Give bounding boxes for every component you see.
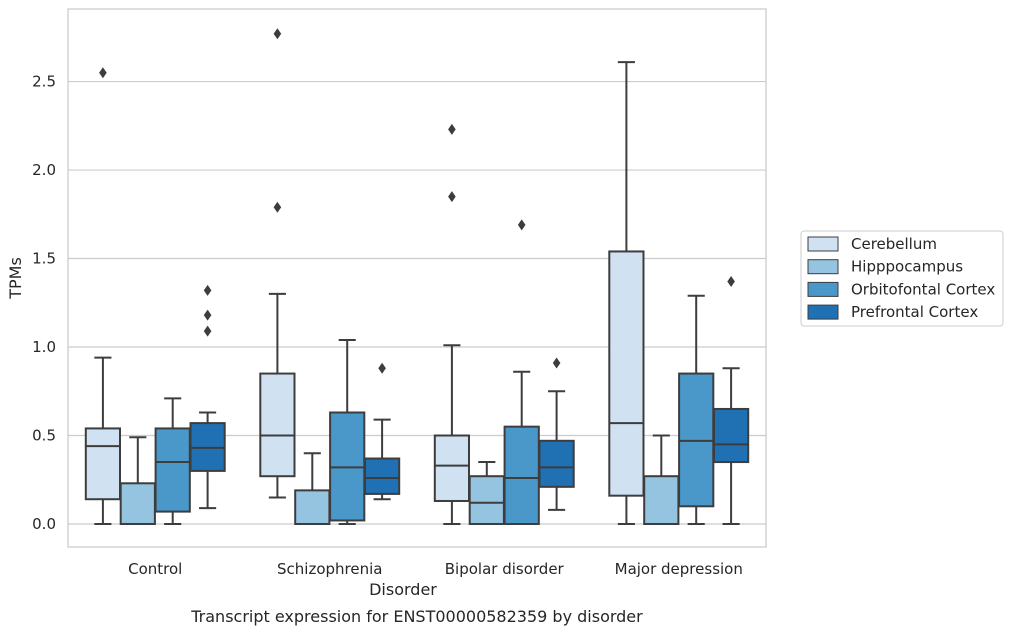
y-tick-label: 1.5 — [32, 250, 56, 268]
x-tick-label: Major depression — [615, 560, 743, 578]
x-tick-labels: Control Schizophrenia Bipolar disorder Majo… — [128, 560, 743, 578]
outlier-point — [203, 284, 212, 296]
box-prefrontal-cortex-major-depression — [712, 276, 750, 525]
box-hipppocampus-schizophrenia — [294, 452, 331, 525]
box-prefrontal-cortex-control — [189, 284, 226, 510]
box-hipppocampus-control — [119, 436, 156, 525]
iqr-box — [468, 475, 505, 525]
outlier-point — [273, 201, 282, 213]
outlier-point — [378, 362, 386, 374]
legend-swatch-cerebellum — [807, 236, 839, 252]
box-orbitofontal-cortex-bipolar-disorder — [503, 219, 540, 525]
outlier-point — [448, 191, 456, 203]
plot-area-frame — [67, 8, 767, 548]
legend: Cerebellum Hipppocampus Orbitofontal Corte… — [800, 230, 1004, 327]
iqr-box — [84, 427, 122, 501]
box-cerebellum-schizophrenia — [259, 28, 296, 499]
outlier-point — [448, 123, 456, 135]
outlier-point — [517, 219, 526, 231]
x-axis-title: Disorder — [369, 580, 437, 599]
box-cerebellum-control — [84, 67, 122, 525]
legend-swatch-prefrontal-cortex — [807, 304, 839, 320]
legend-label-cerebellum: Cerebellum — [851, 235, 937, 253]
legend-swatch-hipppocampus — [807, 259, 839, 275]
iqr-box — [712, 407, 750, 464]
iqr-box — [294, 489, 331, 525]
legend-label-prefrontal-cortex: Prefrontal Cortex — [851, 303, 978, 321]
y-tick-label: 0.5 — [32, 427, 56, 445]
boxes — [84, 28, 750, 525]
box-prefrontal-cortex-bipolar-disorder — [538, 357, 575, 511]
iqr-box — [538, 439, 575, 488]
box-hipppocampus-major-depression — [643, 434, 680, 525]
chart-caption: Transcript expression for ENST0000058235… — [190, 607, 643, 626]
iqr-box — [363, 457, 401, 495]
outlier-point — [727, 276, 735, 288]
x-tick-label: Control — [128, 560, 182, 578]
outlier-point — [203, 325, 212, 337]
box-orbitofontal-cortex-schizophrenia — [329, 338, 366, 525]
iqr-box — [259, 372, 296, 478]
box-cerebellum-major-depression — [608, 61, 645, 525]
legend-label-orbitofontal-cortex: Orbitofontal Cortex — [851, 280, 995, 298]
y-tick-labels: 0.0 0.5 1.0 1.5 2.0 2.5 — [32, 73, 56, 533]
outlier-point — [99, 67, 107, 79]
iqr-box — [643, 475, 680, 525]
x-tick-label: Schizophrenia — [277, 560, 382, 578]
x-tick-label: Bipolar disorder — [445, 560, 565, 578]
legend-frame — [800, 230, 1004, 327]
box-hipppocampus-bipolar-disorder — [468, 461, 505, 525]
iqr-box — [433, 434, 471, 502]
outlier-point — [552, 357, 561, 369]
y-tick-label: 0.0 — [32, 515, 56, 533]
box-orbitofontal-cortex-control — [154, 397, 191, 525]
legend-swatch-orbitofontal-cortex — [807, 281, 839, 297]
y-tick-label: 2.5 — [32, 73, 56, 91]
box-orbitofontal-cortex-major-depression — [678, 294, 715, 525]
iqr-box — [503, 425, 540, 525]
iqr-box — [119, 482, 156, 525]
y-axis-title: TPMs — [6, 257, 25, 300]
box-prefrontal-cortex-schizophrenia — [363, 362, 401, 501]
y-tick-label: 1.0 — [32, 338, 56, 356]
iqr-box — [154, 427, 191, 513]
y-tick-label: 2.0 — [32, 161, 56, 179]
iqr-box — [608, 250, 645, 497]
legend-label-hipppocampus: Hipppocampus — [851, 258, 963, 276]
outlier-point — [203, 309, 212, 321]
outlier-point — [273, 28, 282, 40]
box-cerebellum-bipolar-disorder — [433, 123, 471, 525]
